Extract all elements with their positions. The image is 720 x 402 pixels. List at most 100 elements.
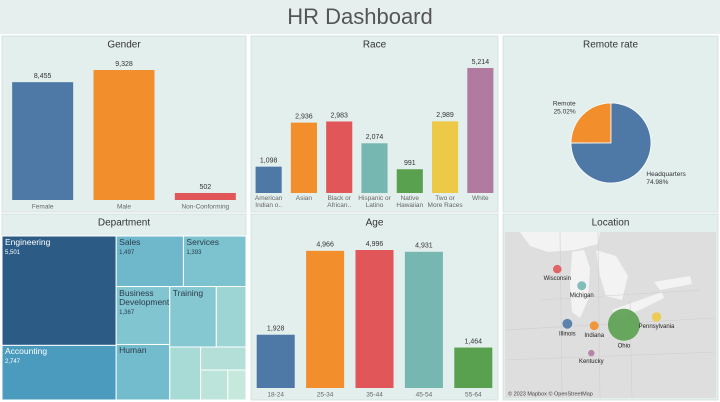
value-label: 1,098	[260, 158, 278, 165]
bar	[467, 68, 494, 193]
x-tick-label: White	[472, 195, 489, 202]
x-tick-label: Two or More Races	[427, 195, 463, 210]
panel-title: Race	[363, 40, 387, 51]
slice-value: 25.02%	[554, 108, 576, 115]
tile-value: 1,497	[119, 249, 135, 256]
map-bubble	[588, 349, 595, 357]
value-label: 991	[404, 160, 416, 167]
panel-title: Age	[366, 218, 384, 229]
x-tick-label: 35-44	[366, 392, 383, 399]
tile-value: 2,747	[5, 359, 21, 366]
bar	[174, 193, 236, 200]
bar	[454, 347, 493, 388]
map-label: Michigan	[570, 293, 594, 299]
bar	[256, 334, 295, 388]
value-label: 9,328	[115, 61, 133, 68]
x-tick-label: Native Hawaiian	[396, 195, 424, 210]
value-label: 4,966	[316, 242, 334, 249]
x-tick-label: Male	[117, 204, 131, 211]
treemap-tile	[1, 344, 117, 401]
x-label-box: Native Hawaiian	[396, 195, 424, 210]
map-label: Ohio	[618, 343, 631, 349]
treemap-tile	[115, 343, 171, 401]
x-tick-label: Black or African..	[327, 195, 352, 210]
slice-value: 74.98%	[646, 179, 668, 186]
tile-label: Training	[172, 287, 204, 298]
tile-label-box: Services 1,393	[183, 236, 246, 259]
map-bubble	[607, 308, 640, 341]
map-bubble	[553, 264, 562, 274]
map-border	[559, 231, 563, 399]
value-label: 2,936	[295, 113, 313, 120]
tile-label-group: Services 1,393	[183, 236, 246, 259]
bar	[396, 169, 423, 193]
value-label: 2,074	[366, 134, 384, 141]
value-label: 502	[199, 184, 211, 191]
x-label-box: Black or African..	[327, 195, 352, 210]
value-label: 4,931	[415, 243, 433, 250]
tile-label: Accounting	[5, 346, 48, 357]
treemap-tile	[200, 346, 247, 371]
tile-label-box: Engineering 5,501	[2, 236, 116, 259]
x-tick-label: Hispanic or Latino	[358, 195, 391, 210]
bar	[93, 70, 155, 200]
bar	[432, 121, 459, 193]
map-border	[539, 289, 701, 301]
tile-label-group: Accounting 2,747	[2, 345, 116, 368]
slice-label: Headquarters	[646, 171, 686, 178]
tile-label-group: Business Development 1,367	[116, 287, 170, 319]
panel-title: Department	[98, 218, 150, 229]
x-tick-label: Asian	[295, 195, 313, 202]
pie-slice	[570, 102, 612, 144]
value-label: 1,464	[465, 338, 483, 345]
map-bubble	[589, 321, 599, 331]
map-base	[504, 231, 716, 399]
map-attribution: © 2023 Mapbox © OpenStreetMap	[508, 390, 593, 397]
value-label: 2,989	[436, 112, 454, 119]
map-label: Pennsylvania	[639, 324, 675, 330]
x-tick-label: 55-64	[465, 392, 482, 399]
value-label: 2,983	[330, 112, 348, 119]
x-tick-label: 18-24	[267, 392, 284, 399]
bar	[306, 250, 345, 388]
value-label: 5,214	[472, 59, 490, 66]
tile-label-group: Training	[170, 287, 217, 301]
map-border	[504, 351, 716, 361]
tile-label-group: Sales 1,497	[116, 236, 183, 259]
value-label: 8,455	[34, 73, 52, 80]
value-label: 1,928	[267, 326, 285, 333]
map-lake	[596, 250, 628, 300]
tile-label: Human	[119, 345, 147, 356]
map-bubble	[577, 281, 587, 291]
tile-value: 1,393	[186, 249, 202, 256]
panel-title: Gender	[107, 40, 141, 51]
map-border	[597, 231, 601, 399]
slice-label: Remote	[553, 100, 576, 107]
header-band	[0, 0, 720, 34]
x-tick-label: American Indian o..	[254, 195, 283, 210]
pie-slice	[570, 102, 652, 184]
panel-title: Location	[592, 218, 630, 229]
map-lake	[654, 276, 692, 290]
tile-label: Sales	[119, 237, 141, 247]
map-label: Indiana	[584, 333, 604, 339]
bar	[326, 121, 353, 193]
x-label-box: Hispanic or Latino	[358, 195, 391, 210]
bar	[355, 250, 394, 388]
tile-label-box: Training	[170, 287, 217, 301]
tile-label: Business Development	[119, 287, 170, 308]
panel-title: Remote rate	[583, 40, 638, 51]
bar	[255, 166, 282, 193]
map-bubble	[562, 318, 573, 329]
x-tick-label: Non-Conforming	[181, 204, 229, 211]
map-label: Illinois	[559, 331, 576, 337]
treemap-tile	[1, 235, 117, 346]
tile-label-box: Human	[119, 345, 147, 356]
x-tick-label: 25-34	[317, 392, 334, 399]
tile-value: 5,501	[5, 249, 21, 256]
x-tick-label: 45-54	[416, 392, 433, 399]
tile-label-group: Engineering 5,501	[2, 236, 116, 259]
treemap-tile	[115, 235, 184, 288]
x-label-box: Two or More Races	[427, 195, 463, 210]
